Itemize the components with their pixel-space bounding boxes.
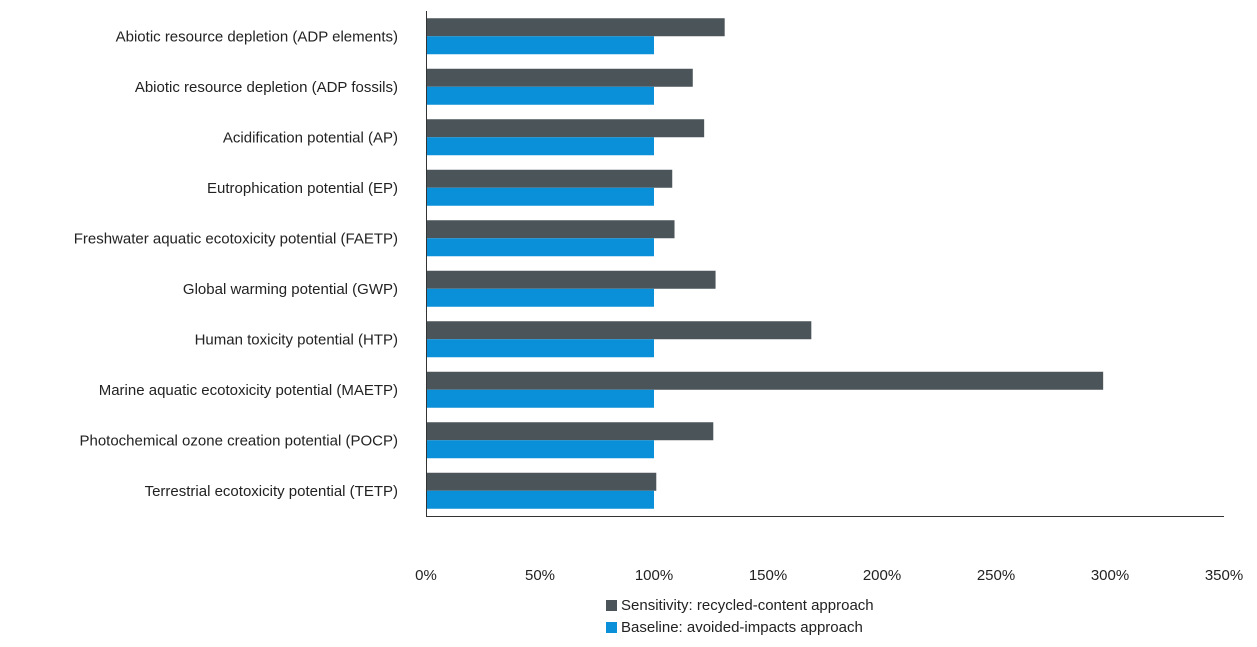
legend-swatch-baseline	[606, 621, 617, 633]
bar-sensitivity-3	[426, 169, 673, 188]
legend-item-baseline: Baseline: avoided-impacts approach	[606, 616, 874, 638]
bar-baseline-7	[426, 389, 654, 408]
category-label: Global warming potential (GWP)	[183, 281, 398, 298]
x-tick-label: 50%	[525, 567, 555, 584]
bar-sensitivity-4	[426, 220, 675, 239]
bar-sensitivity-9	[426, 472, 657, 491]
category-label: Freshwater aquatic ecotoxicity potential…	[74, 230, 398, 247]
category-label: Abiotic resource depletion (ADP fossils)	[135, 79, 398, 96]
x-tick-label: 350%	[1205, 567, 1243, 584]
x-tick-label: 100%	[635, 567, 673, 584]
x-tick-label: 0%	[415, 567, 437, 584]
bar-baseline-4	[426, 238, 654, 257]
bar-sensitivity-2	[426, 119, 705, 138]
x-tick-label: 150%	[749, 567, 787, 584]
category-label: Marine aquatic ecotoxicity potential (MA…	[99, 382, 398, 399]
bar-baseline-9	[426, 490, 654, 509]
category-label: Abiotic resource depletion (ADP elements…	[116, 28, 398, 45]
category-labels: Abiotic resource depletion (ADP elements…	[74, 28, 398, 500]
x-tick-label: 250%	[977, 567, 1015, 584]
legend-item-sensitivity: Sensitivity: recycled-content approach	[606, 594, 874, 616]
legend-label-baseline: Baseline: avoided-impacts approach	[621, 618, 863, 636]
legend: Sensitivity: recycled-content approach B…	[606, 594, 874, 638]
category-label: Human toxicity potential (HTP)	[195, 331, 398, 348]
bar-baseline-2	[426, 137, 654, 156]
bar-baseline-1	[426, 86, 654, 105]
bar-baseline-6	[426, 339, 654, 358]
bar-baseline-3	[426, 187, 654, 206]
bar-baseline-0	[426, 36, 654, 55]
bar-sensitivity-1	[426, 68, 693, 87]
bar-sensitivity-7	[426, 371, 1104, 390]
category-label: Eutrophication potential (EP)	[207, 180, 398, 197]
bar-sensitivity-8	[426, 422, 714, 441]
bar-baseline-8	[426, 440, 654, 459]
bar-sensitivity-0	[426, 18, 725, 37]
x-tick-labels: 0% 50% 100% 150% 200% 250% 300% 350%	[415, 567, 1243, 584]
legend-swatch-sensitivity	[606, 599, 617, 611]
bar-sensitivity-6	[426, 321, 812, 340]
x-tick-label: 200%	[863, 567, 901, 584]
bars-group	[426, 18, 1104, 509]
category-label: Photochemical ozone creation potential (…	[79, 432, 398, 449]
category-label: Acidification potential (AP)	[223, 129, 398, 146]
legend-label-sensitivity: Sensitivity: recycled-content approach	[621, 596, 874, 614]
bar-sensitivity-5	[426, 270, 716, 289]
category-label: Terrestrial ecotoxicity potential (TETP)	[145, 483, 398, 500]
x-tick-label: 300%	[1091, 567, 1129, 584]
bar-baseline-5	[426, 288, 654, 307]
